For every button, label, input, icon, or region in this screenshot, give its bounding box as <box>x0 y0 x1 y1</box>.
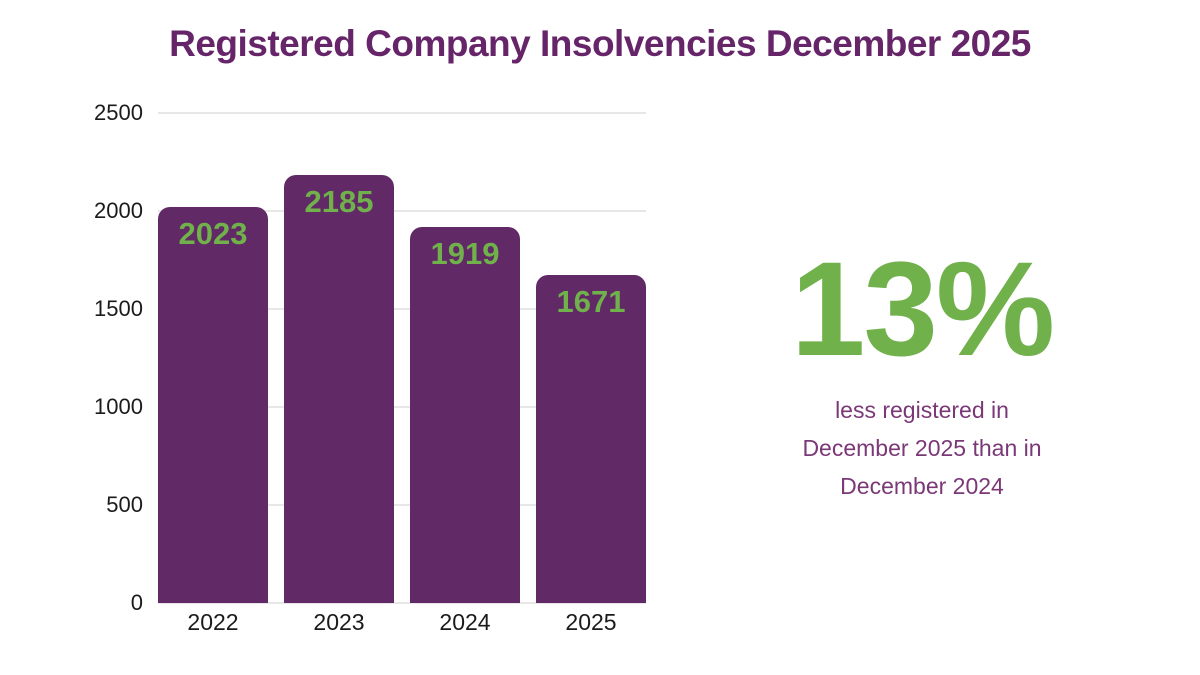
x-axis-tick-label: 2025 <box>565 609 617 635</box>
x-axis-tick-label: 2022 <box>187 609 239 635</box>
stat-caption: less registered in December 2025 than in… <box>740 391 1104 505</box>
y-axis-tick-label: 1500 <box>94 296 143 321</box>
stat-caption-line: less registered in <box>835 397 1009 423</box>
bar-2025: 1671 <box>536 275 646 603</box>
bar-2023: 2185 <box>284 174 394 603</box>
gridline <box>158 602 646 604</box>
y-axis-tick-label: 2000 <box>94 198 143 223</box>
y-axis-tick-label: 500 <box>106 492 143 517</box>
bar-value-label: 2185 <box>304 183 374 219</box>
gridline <box>158 308 646 310</box>
x-axis-tick-label: 2023 <box>313 609 365 635</box>
gridline <box>158 504 646 506</box>
bar-value-label: 1671 <box>556 284 626 320</box>
stat-caption-line: December 2024 <box>840 473 1004 499</box>
stat-caption-line: December 2025 than in <box>802 435 1042 461</box>
stat-percentage: 13% <box>790 235 1055 384</box>
y-axis-tick-label: 1000 <box>94 394 143 419</box>
y-axis-tick-label: 2500 <box>94 100 143 125</box>
bar-value-label: 1919 <box>430 235 500 271</box>
y-axis-tick-label: 0 <box>130 590 143 615</box>
gridline <box>158 112 646 114</box>
chart-title: Registered Company Insolvencies December… <box>169 23 1031 64</box>
x-axis-tick-label: 2024 <box>439 609 491 635</box>
bar-2024: 1919 <box>410 226 520 603</box>
chart-plot-area: 2023 2185 1919 1671 <box>158 112 646 604</box>
bar-2022: 2023 <box>158 206 268 603</box>
gridline <box>158 406 646 408</box>
bar-value-label: 2023 <box>178 215 248 251</box>
gridline <box>158 210 646 212</box>
